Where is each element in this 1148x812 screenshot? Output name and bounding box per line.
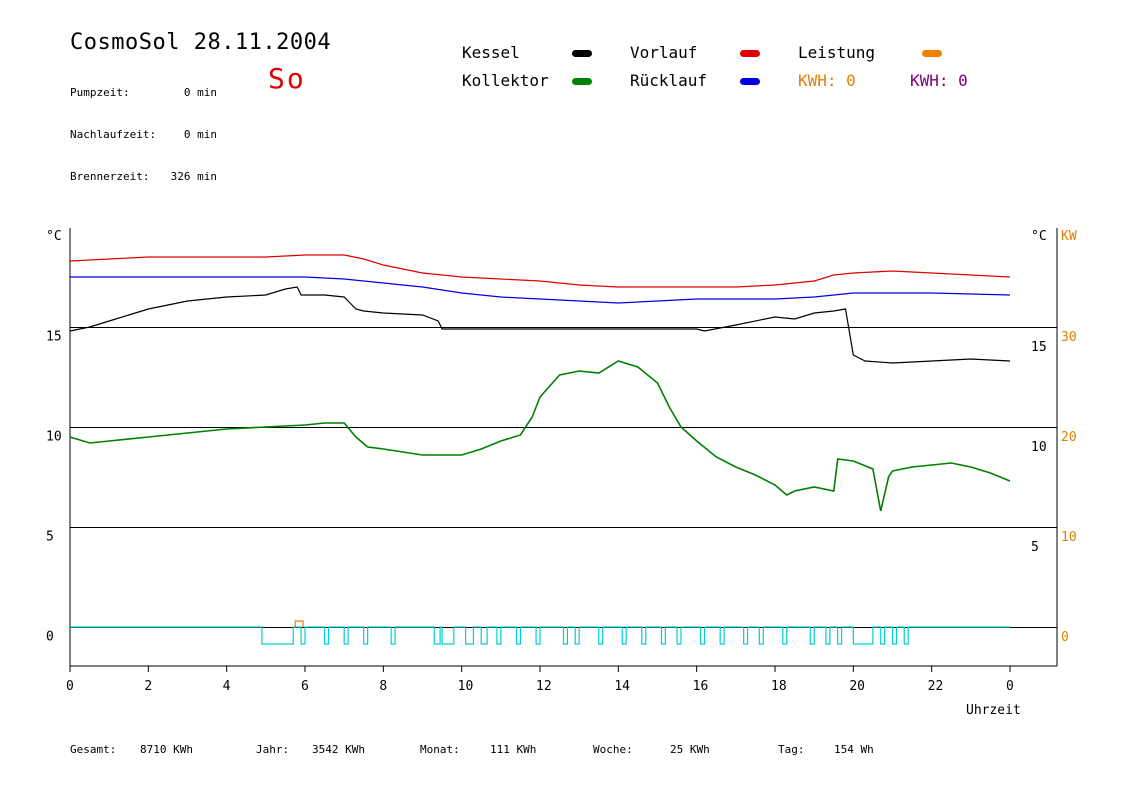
chart-title: CosmoSol 28.11.2004 bbox=[70, 30, 332, 55]
series-line-kessel bbox=[69, 286, 1011, 364]
footer-jahr-label: Jahr: bbox=[256, 743, 290, 756]
legend-kessel-label: Kessel bbox=[462, 43, 520, 62]
series-line-vorlauf bbox=[69, 254, 1011, 288]
y-tick-label: 0 bbox=[46, 630, 54, 645]
series-line-ruecklauf bbox=[70, 276, 1011, 304]
x-tick-label: 14 bbox=[614, 679, 630, 694]
footer-jahr-value: 3542 KWh bbox=[312, 743, 365, 756]
legend-ruecklauf-label: Rücklauf bbox=[630, 71, 708, 90]
x-tick-label: 4 bbox=[223, 679, 231, 694]
y-tick-label: 15 bbox=[46, 330, 62, 345]
right-tick-label: 15 bbox=[1031, 340, 1047, 355]
x-tick-label: 10 bbox=[458, 679, 474, 694]
right-axis-unit: °C bbox=[1031, 229, 1047, 244]
stat-label-nachlaufzeit: Nachlaufzeit: bbox=[70, 128, 157, 141]
legend-leistung-label: Leistung bbox=[798, 43, 876, 62]
footer-tag-label: Tag: bbox=[778, 743, 805, 756]
kw-axis-unit: KW bbox=[1061, 229, 1077, 244]
kwh-orange-label: KWH: 0 bbox=[798, 71, 856, 90]
stats-labels: Pumpzeit: Nachlaufzeit: Brennerzeit: bbox=[70, 58, 156, 198]
x-tick-label: 0 bbox=[66, 679, 74, 694]
legend-vorlauf-label: Vorlauf bbox=[630, 43, 698, 62]
kw-tick-label: 30 bbox=[1061, 330, 1077, 345]
x-tick-label: 16 bbox=[693, 679, 709, 694]
x-axis-label: Uhrzeit bbox=[966, 703, 1021, 718]
footer-gesamt-label: Gesamt: bbox=[70, 743, 117, 756]
footer-woche-value: 25 KWh bbox=[670, 743, 710, 756]
legend-leistung-swatch bbox=[922, 50, 942, 57]
pump-pulse-line bbox=[70, 626, 1010, 645]
x-tick-label: 0 bbox=[1006, 679, 1014, 694]
kwh-purple-label: KWH: 0 bbox=[910, 71, 968, 90]
stat-label-pumpzeit: Pumpzeit: bbox=[70, 86, 130, 99]
x-tick-label: 2 bbox=[144, 679, 152, 694]
footer-monat-value: 111 KWh bbox=[490, 743, 537, 756]
legend-ruecklauf-swatch bbox=[740, 78, 760, 85]
legend-kessel-swatch bbox=[572, 50, 592, 57]
y-tick-label: 5 bbox=[46, 530, 54, 545]
x-tick-label: 20 bbox=[849, 679, 865, 694]
x-tick-label: 12 bbox=[536, 679, 552, 694]
legend-kollektor-swatch bbox=[572, 78, 592, 85]
y-tick-label: 10 bbox=[46, 430, 62, 445]
right-tick-label: 10 bbox=[1031, 440, 1047, 455]
kw-tick-label: 20 bbox=[1061, 430, 1077, 445]
stat-value-nachlaufzeit: 0 min bbox=[183, 128, 217, 141]
kw-tick-label: 0 bbox=[1061, 630, 1069, 645]
legend-kollektor-label: Kollektor bbox=[462, 71, 549, 90]
stat-value-pumpzeit: 0 min bbox=[183, 86, 217, 99]
legend-vorlauf-swatch bbox=[740, 50, 760, 57]
stat-value-brennerzeit: 326 min bbox=[170, 170, 217, 183]
x-tick-label: 6 bbox=[301, 679, 309, 694]
kw-tick-label: 10 bbox=[1061, 530, 1077, 545]
footer-monat-label: Monat: bbox=[420, 743, 460, 756]
footer-gesamt-value: 8710 KWh bbox=[140, 743, 193, 756]
footer-tag-value: 154 Wh bbox=[834, 743, 874, 756]
stat-label-brennerzeit: Brennerzeit: bbox=[70, 170, 150, 183]
stats-values: 0 min 0 min 326 min bbox=[150, 58, 217, 198]
x-tick-label: 8 bbox=[379, 679, 387, 694]
series-line-kollektor bbox=[69, 360, 1011, 512]
leistung-pulse bbox=[294, 620, 304, 627]
right-tick-label: 5 bbox=[1031, 540, 1039, 555]
x-tick-label: 22 bbox=[928, 679, 944, 694]
y-axis-unit: °C bbox=[46, 229, 62, 244]
x-tick-label: 18 bbox=[771, 679, 787, 694]
footer-woche-label: Woche: bbox=[593, 743, 633, 756]
weekday-label: So bbox=[268, 62, 306, 95]
